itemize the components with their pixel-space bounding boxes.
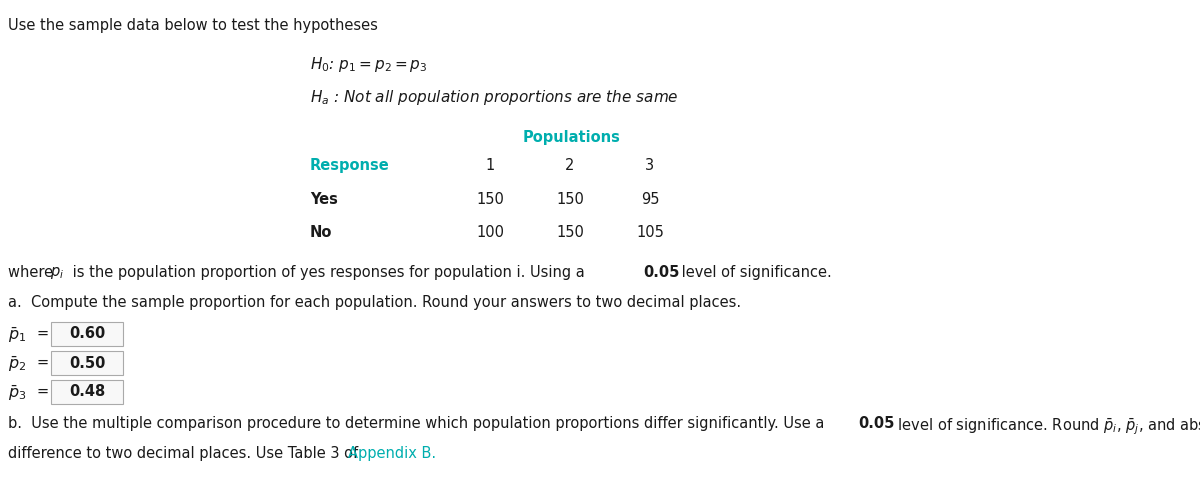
Text: 1: 1	[485, 158, 494, 173]
Text: 2: 2	[565, 158, 575, 173]
Text: where: where	[8, 265, 58, 280]
Text: 0.60: 0.60	[68, 326, 106, 341]
Text: level of significance.: level of significance.	[677, 265, 832, 280]
Text: 105: 105	[636, 225, 664, 240]
Text: 100: 100	[476, 225, 504, 240]
Text: b.  Use the multiple comparison procedure to determine which population proporti: b. Use the multiple comparison procedure…	[8, 416, 829, 431]
FancyBboxPatch shape	[50, 351, 124, 375]
Text: 0.48: 0.48	[68, 385, 106, 399]
Text: $H_a$ : Not all population proportions are the same: $H_a$ : Not all population proportions a…	[310, 88, 679, 107]
Text: difference to two decimal places. Use Table 3 of: difference to two decimal places. Use Ta…	[8, 446, 362, 461]
Text: Use the sample data below to test the hypotheses: Use the sample data below to test the hy…	[8, 18, 378, 33]
FancyBboxPatch shape	[50, 322, 124, 346]
Text: $\bar{p}_3$: $\bar{p}_3$	[8, 384, 26, 403]
Text: Appendix B.: Appendix B.	[348, 446, 436, 461]
Text: 3: 3	[646, 158, 654, 173]
Text: $H_0$: $p_1 = p_2 = p_3$: $H_0$: $p_1 = p_2 = p_3$	[310, 55, 427, 74]
Text: 0.50: 0.50	[68, 356, 106, 371]
Text: 0.05: 0.05	[858, 416, 894, 431]
Text: 150: 150	[556, 192, 584, 207]
Text: is the population proportion of yes responses for population i. Using a: is the population proportion of yes resp…	[68, 265, 589, 280]
Text: 95: 95	[641, 192, 659, 207]
Text: =: =	[36, 326, 48, 341]
Text: Populations: Populations	[523, 130, 620, 145]
Text: =: =	[36, 355, 48, 370]
Text: 0.05: 0.05	[643, 265, 679, 280]
Text: 150: 150	[556, 225, 584, 240]
FancyBboxPatch shape	[50, 380, 124, 404]
Text: level of significance. Round $\bar{p}_i$, $\bar{p}_j$, and absolute: level of significance. Round $\bar{p}_i$…	[893, 416, 1200, 437]
Text: Response: Response	[310, 158, 390, 173]
Text: $\bar{p}_2$: $\bar{p}_2$	[8, 355, 26, 374]
Text: $\bar{p}_1$: $\bar{p}_1$	[8, 326, 26, 345]
Text: =: =	[36, 384, 48, 399]
Text: $p_i$: $p_i$	[50, 265, 64, 281]
Text: a.  Compute the sample proportion for each population. Round your answers to two: a. Compute the sample proportion for eac…	[8, 295, 742, 310]
Text: Yes: Yes	[310, 192, 338, 207]
Text: No: No	[310, 225, 332, 240]
Text: 150: 150	[476, 192, 504, 207]
